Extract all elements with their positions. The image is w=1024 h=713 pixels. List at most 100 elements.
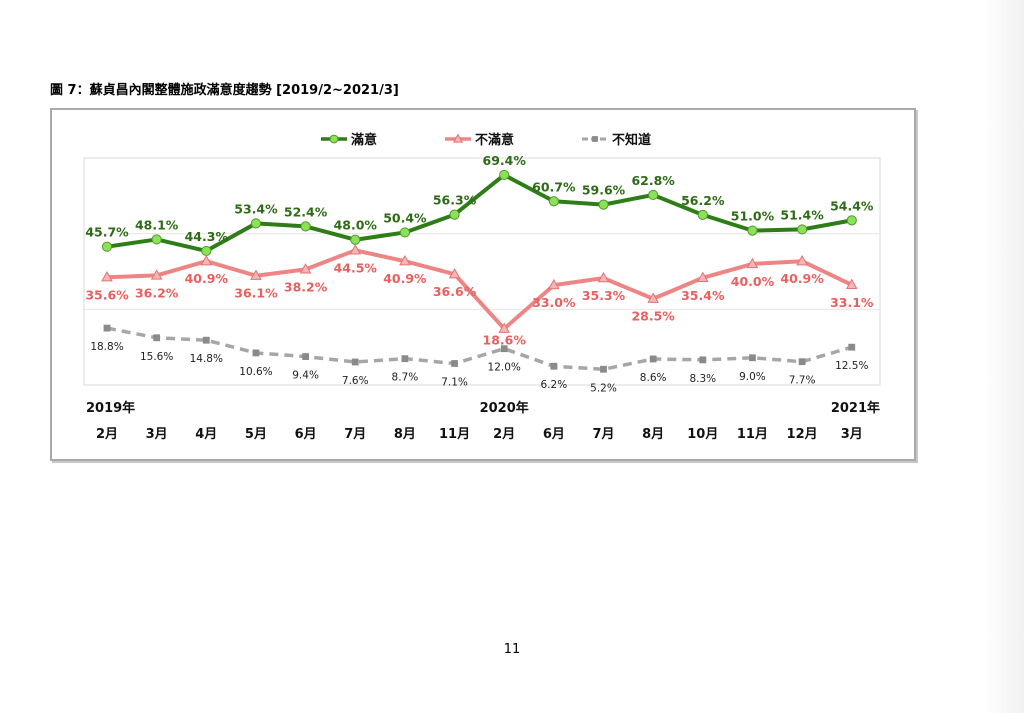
data-point-dissatisfied-13	[746, 257, 759, 269]
data-point-unknown-11	[649, 355, 657, 363]
data-point-dissatisfied-1	[150, 269, 163, 280]
data-point-satisfied-11	[648, 189, 659, 201]
data-label-satisfied-13: 51.0%	[731, 209, 775, 224]
data-point-unknown-3	[252, 349, 260, 357]
data-label-satisfied-3: 53.4%	[234, 201, 278, 216]
legend-label-1: 不滿意	[475, 132, 514, 148]
data-label-unknown-6: 8.7%	[392, 372, 419, 384]
data-point-dissatisfied-5	[349, 244, 362, 255]
x-tick-label-11: 8月	[642, 427, 664, 442]
data-label-satisfied-7: 56.3%	[433, 193, 477, 208]
data-label-unknown-13: 9.0%	[739, 371, 766, 383]
chart-frame: 滿意 不滿意 不知道 45.7% 48.1% 44.3% 53.4% 52.4% 48.0% 50…	[50, 108, 916, 461]
year-label-2: 2021年	[831, 400, 880, 416]
data-label-dissatisfied-12: 35.4%	[681, 288, 725, 303]
data-point-satisfied-15	[846, 215, 857, 226]
data-label-satisfied-12: 56.2%	[681, 193, 725, 208]
data-label-satisfied-6: 50.4%	[383, 210, 427, 225]
line-chart: 滿意 不滿意 不知道 45.7% 48.1% 44.3% 53.4% 52.4% 48.0% 50…	[83, 132, 881, 442]
data-point-unknown-4	[302, 353, 309, 360]
data-label-dissatisfied-2: 40.9%	[185, 271, 229, 286]
data-label-dissatisfied-5: 44.5%	[334, 260, 378, 275]
data-label-satisfied-2: 44.3%	[185, 229, 229, 244]
x-tick-label-3: 5月	[245, 427, 267, 442]
data-point-unknown-8	[500, 345, 508, 353]
x-tick-label-13: 11月	[737, 427, 768, 442]
data-label-satisfied-8: 69.4%	[483, 153, 527, 168]
data-point-dissatisfied-10	[597, 271, 610, 283]
data-label-dissatisfied-1: 36.2%	[135, 285, 179, 300]
x-tick-label-8: 2月	[493, 427, 515, 442]
data-label-dissatisfied-9: 33.0%	[532, 295, 576, 310]
x-tick-label-9: 6月	[543, 427, 565, 442]
data-point-unknown-5	[351, 358, 359, 366]
data-label-unknown-8: 12.0%	[488, 362, 521, 374]
data-point-satisfied-12	[697, 209, 708, 221]
data-label-unknown-14: 7.7%	[789, 375, 816, 387]
data-label-satisfied-9: 60.7%	[532, 179, 576, 194]
year-label-0: 2019年	[86, 400, 135, 416]
data-point-unknown-2	[202, 336, 210, 344]
data-point-dissatisfied-8	[498, 322, 510, 333]
data-label-satisfied-15: 54.4%	[830, 198, 874, 213]
data-point-satisfied-3	[250, 218, 262, 229]
x-tick-label-14: 12月	[787, 427, 818, 442]
data-label-dissatisfied-15: 33.1%	[830, 295, 874, 310]
data-point-unknown-15	[848, 343, 856, 351]
data-label-dissatisfied-7: 36.6%	[433, 284, 477, 299]
data-label-dissatisfied-8: 18.6%	[483, 333, 527, 348]
data-point-satisfied-4	[300, 221, 311, 232]
data-label-dissatisfied-0: 35.6%	[85, 287, 129, 302]
data-point-unknown-13	[749, 354, 756, 362]
x-tick-label-15: 3月	[841, 427, 863, 442]
legend-label-2: 不知道	[612, 132, 651, 148]
data-label-unknown-0: 18.8%	[90, 341, 123, 353]
series-line-satisfied	[106, 172, 853, 253]
data-label-unknown-3: 10.6%	[239, 366, 272, 378]
data-label-dissatisfied-11: 28.5%	[631, 309, 675, 324]
data-point-satisfied-5	[350, 234, 361, 245]
legend-label-0: 滿意	[351, 132, 377, 148]
data-label-unknown-5: 7.6%	[342, 375, 369, 387]
data-point-satisfied-10	[598, 199, 609, 210]
page-number: 11	[503, 642, 521, 657]
data-label-satisfied-4: 52.4%	[284, 204, 328, 219]
data-label-unknown-7: 7.1%	[441, 377, 468, 389]
data-point-dissatisfied-12	[697, 271, 709, 282]
legend-marker-2	[592, 136, 598, 142]
data-point-satisfied-13	[747, 225, 758, 236]
data-label-unknown-9: 6.2%	[541, 379, 568, 391]
data-point-satisfied-8	[499, 169, 510, 181]
data-label-dissatisfied-10: 35.3%	[582, 288, 626, 303]
data-label-satisfied-0: 45.7%	[85, 225, 129, 240]
data-point-unknown-12	[699, 356, 707, 364]
data-label-unknown-2: 14.8%	[190, 353, 223, 365]
data-point-satisfied-2	[201, 245, 212, 257]
x-tick-label-7: 11月	[439, 427, 470, 442]
series-line-dissatisfied	[106, 248, 853, 331]
data-label-unknown-1: 15.6%	[140, 351, 173, 363]
data-label-dissatisfied-14: 40.9%	[780, 271, 824, 286]
data-point-dissatisfied-3	[250, 269, 262, 280]
data-label-satisfied-11: 62.8%	[631, 173, 675, 188]
x-tick-label-6: 8月	[394, 427, 416, 442]
data-point-unknown-14	[798, 358, 806, 366]
data-point-dissatisfied-14	[796, 254, 808, 266]
data-label-unknown-10: 5.2%	[590, 382, 617, 394]
data-point-unknown-10	[600, 365, 607, 373]
data-label-unknown-12: 8.3%	[689, 373, 716, 385]
data-point-unknown-7	[451, 360, 458, 367]
x-tick-label-2: 4月	[195, 427, 217, 442]
data-point-satisfied-6	[399, 227, 410, 238]
x-tick-label-0: 2月	[96, 427, 118, 442]
data-point-dissatisfied-6	[399, 254, 411, 266]
data-point-satisfied-14	[797, 224, 808, 235]
x-tick-label-4: 6月	[295, 427, 317, 442]
data-point-unknown-1	[153, 334, 161, 342]
data-point-satisfied-9	[548, 196, 559, 207]
x-tick-label-10: 7月	[592, 427, 614, 442]
legend-marker-1	[452, 133, 464, 143]
figure-title: 圖 7：蘇貞昌內閣整體施政滿意度趨勢 [2019/2~2021/3]	[50, 83, 399, 98]
page-edge-shade	[984, 0, 1024, 713]
data-label-unknown-11: 8.6%	[640, 372, 667, 384]
